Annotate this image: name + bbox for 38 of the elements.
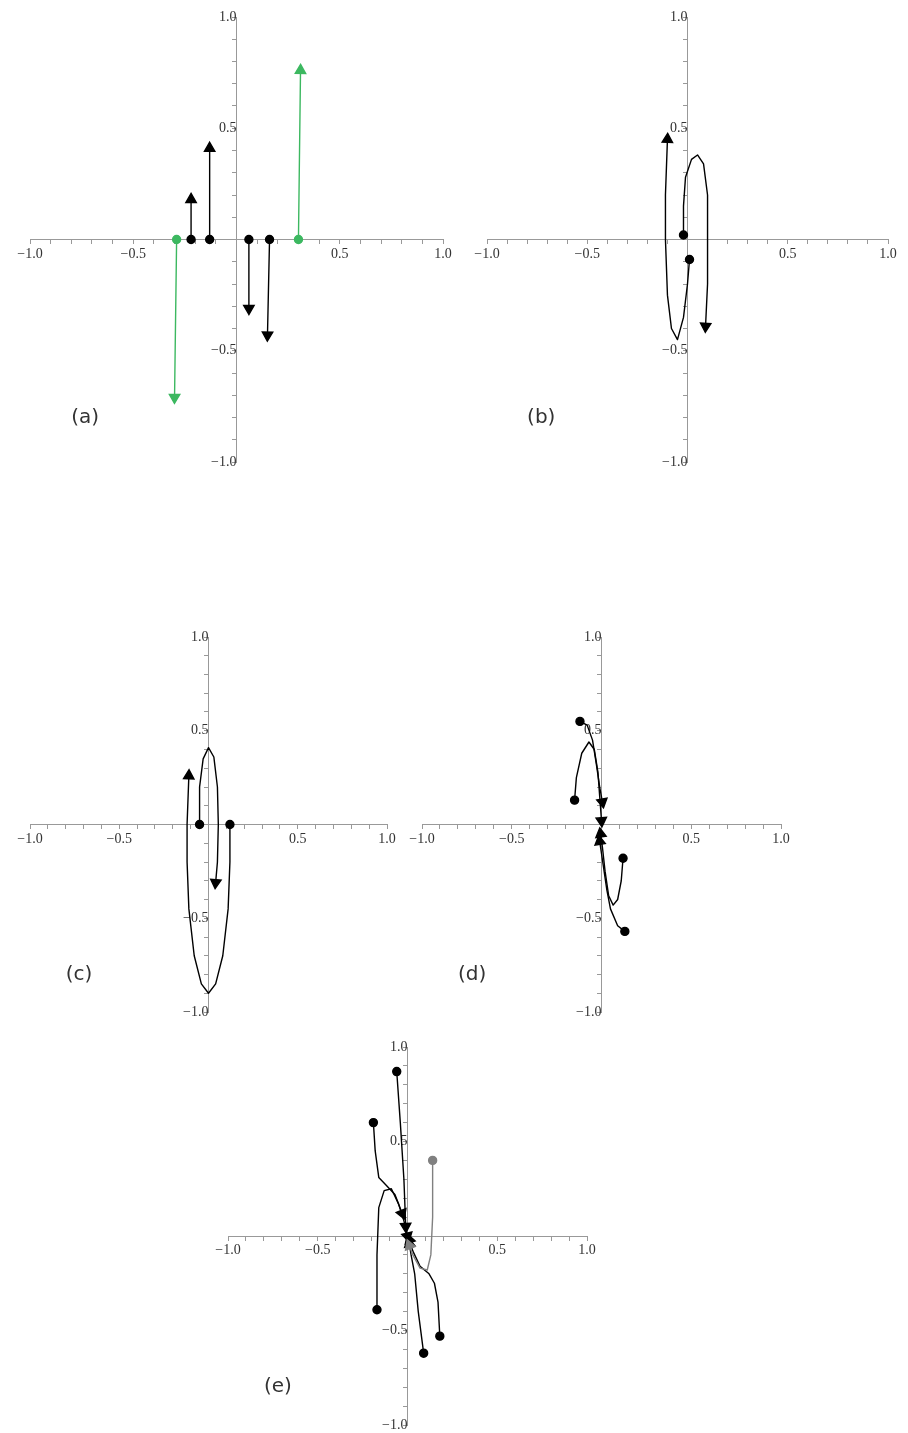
- y-tick-label: −1.0: [576, 1003, 602, 1019]
- y-tick-label: −0.5: [576, 909, 602, 925]
- x-tick-label: 0.5: [289, 830, 307, 846]
- x-tick-label: 0.5: [682, 830, 700, 846]
- x-tick-label: −1.0: [474, 245, 500, 261]
- x-tick-label: −0.5: [120, 245, 146, 261]
- x-tick-label: −0.5: [499, 830, 525, 846]
- annotation: (e): [263, 1373, 292, 1398]
- y-tick-label: 1.0: [670, 8, 688, 24]
- y-tick-label: −0.5: [382, 1322, 408, 1338]
- y-tick-label: −1.0: [211, 453, 237, 469]
- annotation: (c): [65, 960, 93, 985]
- annotation: (b): [527, 403, 556, 428]
- x-tick-label: −1.0: [409, 830, 435, 846]
- y-tick-label: 0.5: [191, 722, 209, 738]
- x-tick-label: 1.0: [434, 245, 452, 261]
- x-tick-label: 0.5: [779, 245, 797, 261]
- x-tick-label: 0.5: [488, 1242, 506, 1258]
- y-tick-label: −0.5: [211, 342, 237, 358]
- x-tick-label: −0.5: [305, 1242, 331, 1258]
- x-tick-label: −1.0: [17, 830, 43, 846]
- y-tick-label: 1.0: [219, 8, 237, 24]
- y-tick-label: −0.5: [662, 342, 688, 358]
- y-tick-label: 1.0: [584, 628, 602, 644]
- x-tick-label: 1.0: [772, 830, 790, 846]
- y-tick-label: −1.0: [183, 1003, 209, 1019]
- x-tick-label: −1.0: [17, 245, 43, 261]
- y-tick-label: 0.5: [670, 119, 688, 135]
- annotation: (a): [71, 403, 100, 428]
- y-tick-label: −1.0: [382, 1416, 408, 1432]
- y-tick-label: 0.5: [219, 119, 237, 135]
- annotation: (d): [457, 960, 487, 985]
- y-tick-label: −1.0: [662, 453, 688, 469]
- y-tick-label: 1.0: [191, 628, 209, 644]
- x-tick-label: −0.5: [106, 830, 132, 846]
- x-tick-label: 1.0: [879, 245, 897, 261]
- y-tick-label: 1.0: [390, 1038, 408, 1054]
- x-tick-label: 0.5: [331, 245, 349, 261]
